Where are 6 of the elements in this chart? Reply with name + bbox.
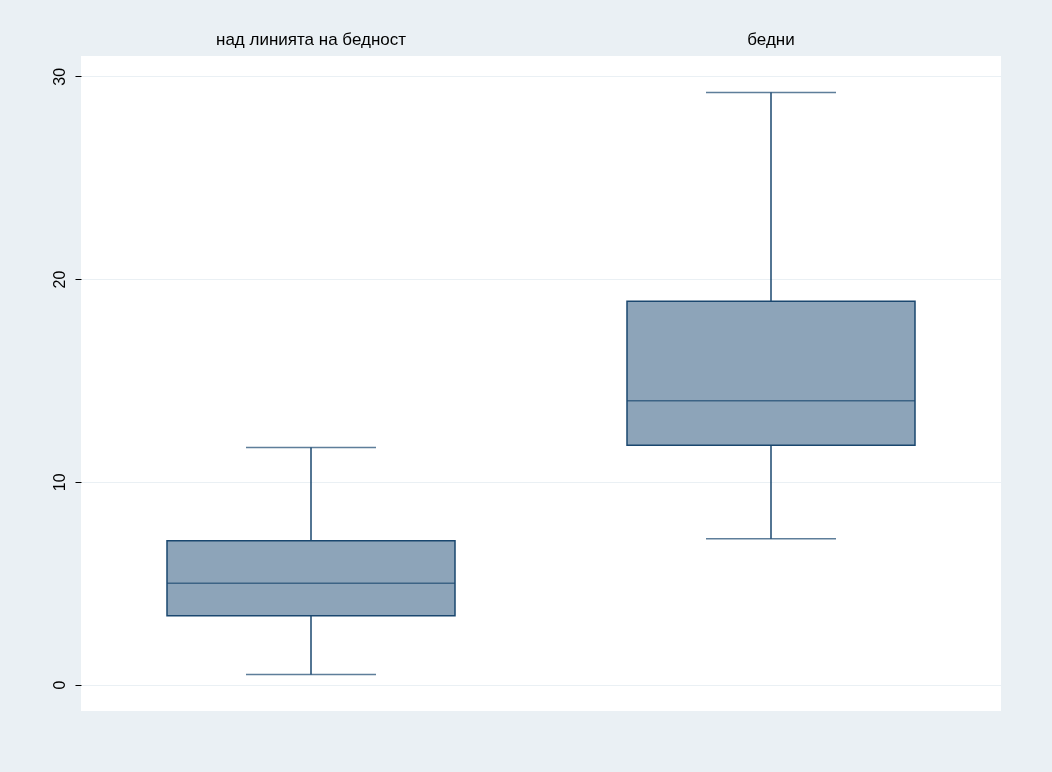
- y-tick-label: 30: [50, 67, 68, 86]
- y-tick-label: 20: [50, 270, 68, 289]
- y-tick-label: 10: [50, 473, 68, 492]
- x-tick-label: бедни: [747, 29, 795, 49]
- y-tick-label: 0: [50, 680, 68, 690]
- x-tick-label: над линията на бедност: [215, 29, 407, 49]
